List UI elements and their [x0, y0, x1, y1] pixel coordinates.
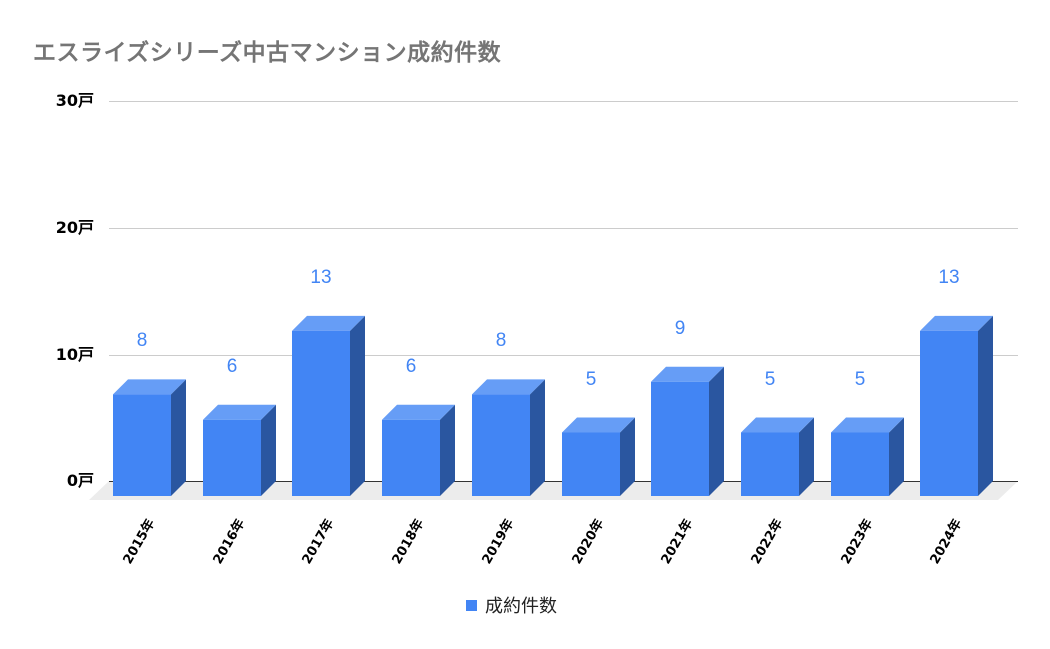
bar-front [113, 394, 171, 496]
bar-front [203, 419, 261, 496]
bar-front [472, 394, 530, 496]
data-label: 13 [310, 266, 332, 288]
y-tick-20: 20戸 [55, 218, 94, 237]
bar-top [382, 404, 455, 420]
bar-side [530, 379, 545, 496]
data-label: 9 [674, 317, 686, 339]
bar-series [113, 315, 993, 496]
legend-label: 成約件数 [485, 596, 557, 617]
bar-front [741, 432, 799, 496]
bar-top [113, 379, 186, 395]
bar-side [799, 417, 814, 496]
gridline-20 [109, 228, 1018, 229]
legend-swatch [466, 599, 477, 611]
y-tick-10: 10戸 [55, 345, 94, 364]
data-label: 13 [938, 266, 960, 288]
bar-side [978, 315, 993, 496]
bar-front [292, 330, 350, 496]
data-label: 8 [136, 330, 148, 352]
bar-side [709, 366, 724, 496]
bar-side [440, 404, 455, 496]
bar-top [651, 366, 724, 382]
bar-front [831, 432, 889, 496]
bar-top [562, 417, 635, 433]
bar-side [171, 379, 186, 496]
legend: 成約件数 [466, 592, 557, 618]
data-label: 5 [764, 368, 776, 390]
data-label: 5 [585, 368, 597, 390]
bar-top [472, 379, 545, 395]
bar-front [651, 381, 709, 496]
bar-front [562, 432, 620, 496]
data-label: 6 [226, 355, 238, 377]
bar-top [292, 315, 365, 331]
bar-side [350, 315, 365, 496]
gridline-10 [109, 355, 1018, 356]
bar-side [620, 417, 635, 496]
y-tick-0: 0戸 [66, 471, 94, 490]
chart-title: エスライズシリーズ中古マンション成約件数 [33, 40, 502, 66]
bar-front [382, 419, 440, 496]
bar-top [831, 417, 904, 433]
gridline-30 [109, 101, 1018, 102]
bar-front [920, 330, 978, 496]
bar-side [261, 404, 276, 496]
data-label: 8 [495, 330, 507, 352]
bar-top [741, 417, 814, 433]
data-label: 5 [854, 368, 866, 390]
bar-top [920, 315, 993, 331]
y-tick-30: 30戸 [55, 91, 94, 110]
data-label: 6 [405, 355, 417, 377]
bar-top [203, 404, 276, 420]
bar-side [889, 417, 904, 496]
